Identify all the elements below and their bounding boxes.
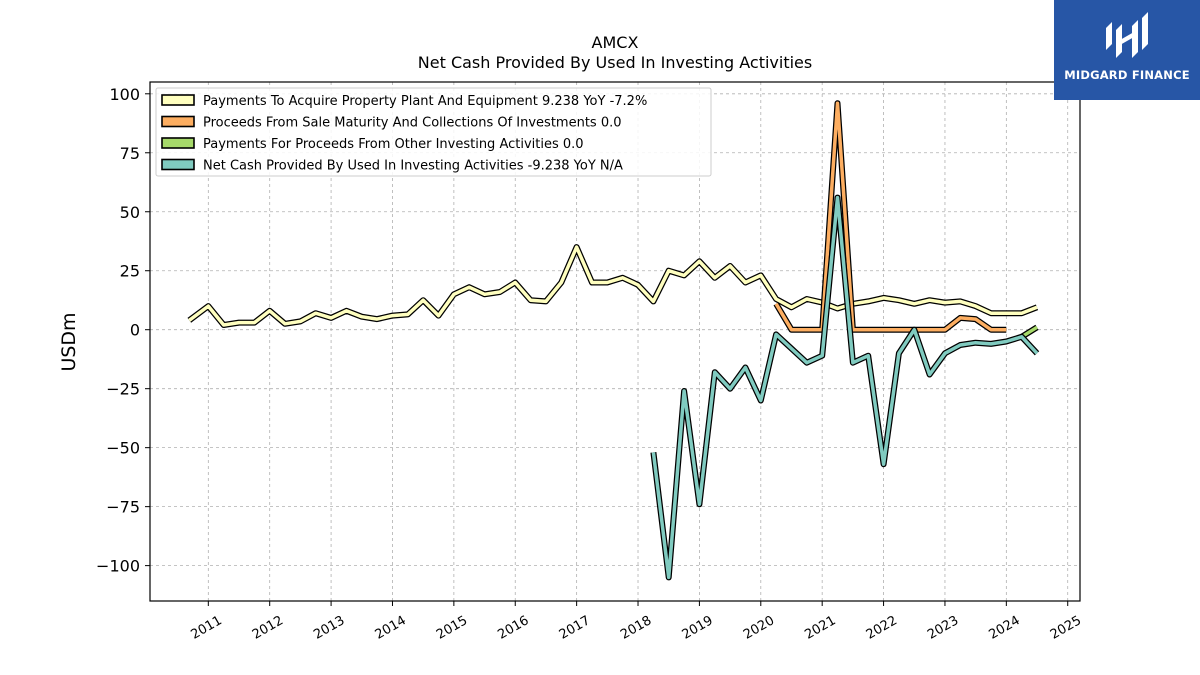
x-tick-label: 2024: [987, 613, 1023, 643]
series-line-outline: [650, 194, 1040, 581]
y-tick-label: −75: [106, 498, 140, 517]
legend-box: [155, 87, 712, 177]
series-1: [773, 100, 1007, 333]
x-tick-label: 2015: [434, 613, 470, 643]
x-tick-label: 2021: [802, 613, 838, 643]
x-tick-label: 2018: [618, 613, 654, 643]
midgard-m-logo-icon: [1106, 12, 1148, 58]
legend-label: Payments To Acquire Property Plant And E…: [203, 94, 647, 109]
x-tick-label: 2019: [680, 613, 716, 643]
x-tick-label: 2017: [557, 613, 593, 643]
y-axis: 100 75 50 25 0 −25 −50 −75 −100: [96, 85, 150, 576]
legend-swatch: [161, 158, 195, 171]
series-line-outline: [773, 100, 1007, 333]
legend-swatch: [161, 137, 195, 149]
y-tick-label: −25: [106, 380, 140, 399]
x-tick-label: 2013: [311, 613, 347, 643]
chart-title: AMCX: [592, 33, 639, 52]
x-tick-label: 2016: [495, 613, 531, 643]
legend-label: Payments For Proceeds From Other Investi…: [203, 137, 584, 152]
series-3: [650, 194, 1040, 581]
x-tick-label: 2023: [925, 613, 961, 643]
series-lines: [187, 100, 1040, 581]
x-tick-label: 2020: [741, 613, 777, 643]
y-tick-label: −50: [106, 439, 140, 458]
y-tick-label: 75: [120, 144, 140, 163]
y-tick-label: 0: [130, 321, 140, 340]
legend-label: Net Cash Provided By Used In Investing A…: [203, 159, 623, 174]
legend-swatch: [161, 115, 195, 128]
legend: Payments To Acquire Property Plant And E…: [155, 87, 712, 177]
chart-subtitle: Net Cash Provided By Used In Investing A…: [418, 53, 812, 72]
x-axis: 2011 2012 2013 2014 2015 2016 2017 2018 2019 2020…: [188, 601, 1084, 643]
series-line: [774, 101, 1007, 332]
y-tick-label: 25: [120, 262, 140, 281]
series-line: [188, 245, 1038, 327]
x-tick-label: 2012: [250, 613, 286, 643]
y-tick-label: −100: [96, 557, 140, 576]
x-tick-label: 2014: [373, 613, 409, 643]
y-tick-label: 50: [120, 203, 140, 222]
y-axis-label: USDm: [58, 312, 80, 371]
x-tick-label: 2022: [864, 613, 900, 643]
plot-area: [149, 81, 1081, 602]
series-line: [651, 195, 1039, 580]
brand-name: MIDGARD FINANCE: [1064, 68, 1190, 82]
y-tick-label: 100: [109, 85, 140, 104]
legend-swatch: [161, 94, 195, 106]
x-tick-label: 2011: [188, 613, 224, 643]
legend-label: Proceeds From Sale Maturity And Collecti…: [203, 116, 622, 131]
x-tick-label: 2025: [1048, 613, 1084, 643]
midgard-finance-logo: MIDGARD FINANCE: [1054, 0, 1200, 100]
series-0: [187, 244, 1039, 328]
